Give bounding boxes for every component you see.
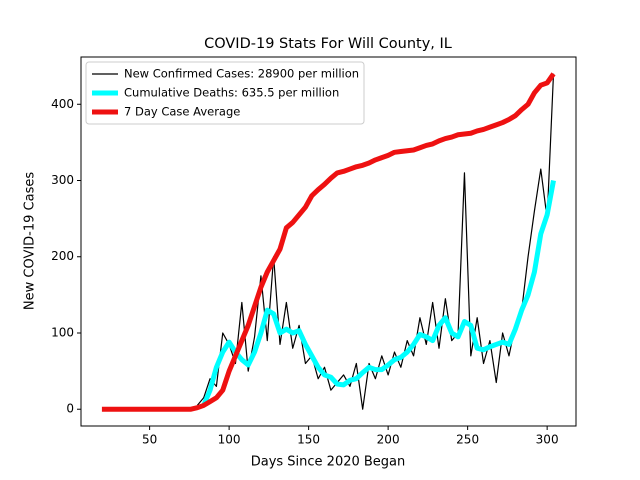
y-tick-label: 200 <box>51 249 74 263</box>
chart-title: COVID-19 Stats For Will County, IL <box>204 36 452 52</box>
axes-frame <box>80 56 577 427</box>
y-tick-label: 100 <box>51 325 74 339</box>
x-tick-label: 150 <box>297 433 320 447</box>
x-tick-label: 50 <box>142 433 157 447</box>
legend-label: New Confirmed Cases: 28900 per million <box>124 67 359 81</box>
series-line <box>201 180 556 407</box>
x-tick-label: 100 <box>218 433 241 447</box>
legend-box <box>85 61 365 125</box>
legend-label: 7 Day Case Average <box>124 105 240 119</box>
x-axis-label: Days Since 2020 Began <box>251 455 406 470</box>
series-line <box>196 73 555 410</box>
x-tick-label: 300 <box>536 433 559 447</box>
y-tick-label: 300 <box>51 173 74 187</box>
x-tick-label: 200 <box>377 433 400 447</box>
y-axis-label: New COVID-19 Cases <box>23 172 38 310</box>
series-line <box>101 72 556 412</box>
y-tick-label: 0 <box>66 402 74 416</box>
y-tick-label: 400 <box>51 97 74 111</box>
x-tick-label: 250 <box>456 433 479 447</box>
legend-label: Cumulative Deaths: 635.5 per million <box>124 86 339 100</box>
